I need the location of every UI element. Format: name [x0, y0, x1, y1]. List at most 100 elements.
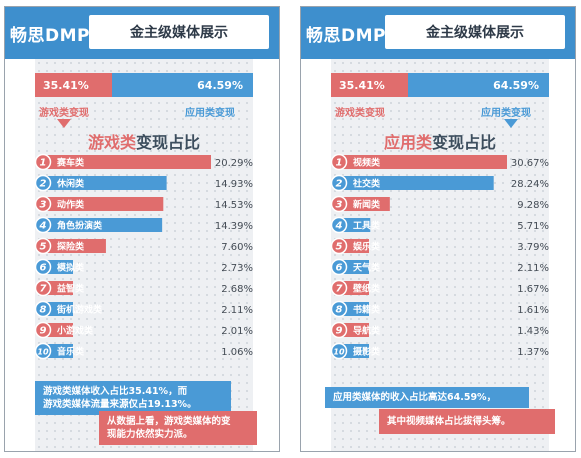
rank-badge: 2: [330, 174, 348, 192]
rank-badge-circle: [330, 237, 348, 255]
rank-number: 7: [40, 284, 47, 295]
chart-title-rest: 变现占比: [432, 133, 497, 152]
chart-title-highlight: 应用类: [383, 133, 432, 152]
value-label: 2.11%: [221, 305, 253, 316]
bar: [43, 239, 106, 253]
bar: [339, 218, 371, 232]
bar: [339, 281, 369, 295]
category-label: 新闻类: [353, 199, 381, 211]
note-blue-bubble: 应用类媒体的收入占比高达64.59%，: [325, 387, 529, 408]
bar: [43, 197, 164, 211]
rank-badge: 8: [34, 300, 52, 318]
rank-badge: 9: [330, 321, 348, 339]
rank-badge: 4: [330, 216, 348, 234]
note-blue-line-1: 应用类媒体的收入占比高达64.59%，: [333, 392, 497, 403]
rank-badge: 10: [330, 342, 348, 360]
category-label: 角色扮演类: [57, 220, 103, 232]
rank-badge-circle: [34, 342, 52, 360]
category-label: 模拟类: [57, 262, 85, 274]
rank-badge-circle: [34, 279, 52, 297]
rank-badge: 9: [34, 321, 52, 339]
category-label: 社交类: [352, 178, 381, 190]
down-arrow-icon: [504, 119, 518, 128]
title-tail-decoration: [258, 33, 268, 45]
rank-number: 6: [40, 263, 47, 274]
rank-number: 2: [336, 179, 343, 190]
split-games-label: 游戏类变现: [335, 108, 385, 119]
rank-number: 3: [40, 200, 47, 211]
rank-number: 6: [336, 263, 343, 274]
bar: [43, 218, 163, 232]
rank-number: 2: [40, 179, 47, 190]
rank-badge: 5: [330, 237, 348, 255]
rank-number: 9: [40, 326, 47, 337]
category-label: 探险类: [57, 241, 85, 253]
category-label: 休闲类: [56, 178, 85, 190]
note-blue-bubble: 游戏类媒体收入占比35.41%，而 游戏类媒体流量来源仅占19.13%。: [35, 381, 231, 415]
rank-badge: 1: [34, 153, 52, 171]
split-games-value: 35.41%: [43, 78, 89, 92]
category-label: 娱乐类: [353, 241, 381, 253]
chart-title: 应用类变现占比: [331, 129, 549, 153]
rank-badge-circle: [330, 216, 348, 234]
category-label: 赛车类: [56, 157, 85, 169]
bar: [43, 281, 73, 295]
rank-badge-circle: [34, 237, 52, 255]
rank-badge-circle: [330, 321, 348, 339]
category-label: 书籍类: [353, 304, 381, 316]
rank-badge: 2: [34, 174, 52, 192]
bar: [339, 176, 494, 190]
category-label: 天气类: [353, 262, 381, 274]
split-apps-label: 应用类变现: [481, 108, 531, 119]
value-label: 28.24%: [511, 179, 549, 190]
rank-badge-circle: [34, 195, 52, 213]
value-label: 5.71%: [517, 221, 549, 232]
rank-number: 5: [336, 242, 343, 253]
games-bar-chart: 1 赛车类 20.29% 2 休闲类 14.93% 3 动作类 14.53% 4 角色扮演类 14.3…: [34, 153, 253, 360]
split-games-segment: 35.41%: [331, 73, 409, 97]
rank-number: 4: [39, 221, 47, 232]
rank-badge: 10: [34, 342, 52, 360]
category-label: 摄影类: [353, 346, 381, 358]
rank-badge-circle: [34, 258, 52, 276]
rank-badge-circle: [34, 216, 52, 234]
bar: [43, 260, 73, 274]
split-apps-label: 应用类变现: [185, 108, 235, 119]
note-red-line-1: 从数据上看，游戏类媒体的变: [107, 416, 231, 427]
value-label: 1.37%: [517, 347, 549, 358]
rank-number: 5: [40, 242, 47, 253]
rank-badge-circle: [34, 174, 52, 192]
rank-badge: 3: [34, 195, 52, 213]
split-apps-value: 64.59%: [493, 78, 539, 92]
bar: [339, 323, 369, 337]
header-title: 金主级媒体展示: [89, 15, 269, 49]
brand-logo: 畅思DMP: [10, 26, 90, 46]
value-label: 1.43%: [517, 326, 549, 337]
value-label: 2.01%: [221, 326, 253, 337]
split-bar: 35.41% 64.59%: [35, 73, 253, 97]
rank-badge-circle: [34, 300, 52, 318]
bar: [339, 155, 507, 169]
chart-background: [331, 59, 549, 451]
category-label: 小游戏类: [56, 325, 94, 337]
apps-bar-chart: 1 视频类 30.67% 2 社交类 28.24% 3 新闻类 9.28% 4 工具类 5.71% 5 娱…: [330, 153, 549, 360]
games-panel: 畅思DMP 金主级媒体展示 35.41% 64.59% 游戏类变现 应用类变现 …: [4, 6, 280, 452]
rank-badge-circle: [330, 342, 348, 360]
rank-number: 10: [333, 348, 345, 357]
value-label: 2.68%: [221, 284, 253, 295]
note-red-line-1: 其中视频媒体占比拔得头筹。: [387, 416, 511, 427]
bar: [339, 302, 369, 316]
rank-badge: 4: [34, 216, 52, 234]
rank-number: 1: [336, 158, 343, 169]
chart-title: 游戏类变现占比: [35, 129, 253, 153]
value-label: 2.73%: [221, 263, 253, 274]
chart-title-rest: 变现占比: [136, 133, 201, 152]
down-arrow-icon: [57, 119, 71, 128]
value-label: 30.67%: [511, 158, 549, 169]
value-label: 2.11%: [517, 263, 549, 274]
value-label: 1.61%: [517, 305, 549, 316]
note-red-bubble: 其中视频媒体占比拔得头筹。: [379, 409, 555, 434]
value-label: 1.06%: [221, 347, 253, 358]
value-label: 3.79%: [517, 242, 549, 253]
value-label: 20.29%: [215, 158, 253, 169]
